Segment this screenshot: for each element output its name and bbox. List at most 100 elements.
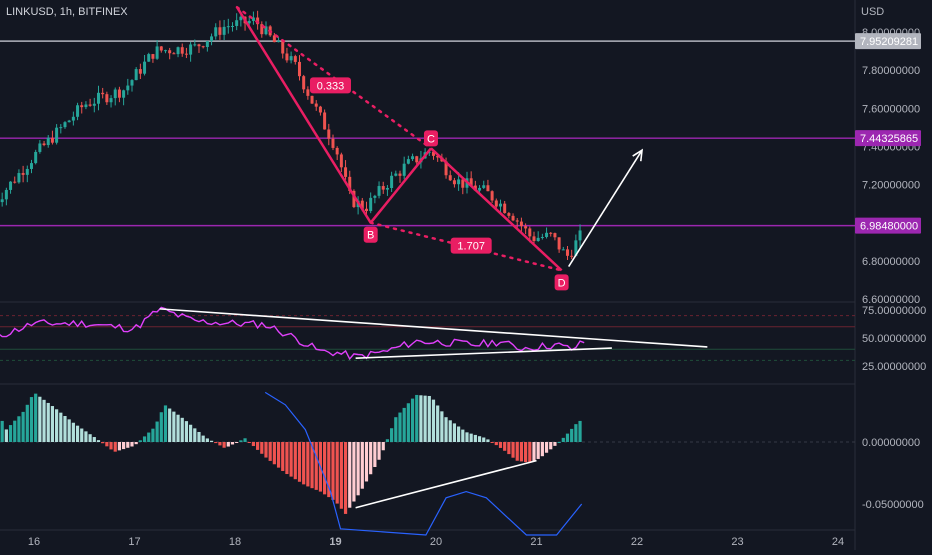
candle-body[interactable] [4,189,8,200]
candle-body[interactable] [364,208,368,212]
macd-histogram-bar[interactable] [343,442,348,514]
macd-histogram-bar[interactable] [239,440,243,442]
macd-histogram-bar[interactable] [394,417,398,442]
macd-histogram-bar[interactable] [306,442,310,487]
macd-histogram-bar[interactable] [214,442,218,444]
candle-body[interactable] [96,92,100,104]
candle-body[interactable] [218,27,222,35]
candle-body[interactable] [172,53,176,55]
macd-histogram-bar[interactable] [281,442,285,471]
candle-body[interactable] [436,155,440,158]
macd-histogram-bar[interactable] [507,442,511,455]
candle-body[interactable] [285,53,289,61]
candle-body[interactable] [293,56,297,62]
candle-body[interactable] [264,26,268,35]
candle-body[interactable] [503,203,507,214]
macd-histogram-bar[interactable] [46,402,50,442]
macd-histogram-bar[interactable] [109,442,113,450]
macd-histogram-bar[interactable] [557,442,561,443]
macd-histogram-bar[interactable] [17,416,21,442]
candle-body[interactable] [561,249,565,251]
candle-body[interactable] [457,179,461,185]
candle-body[interactable] [511,215,515,221]
candle-body[interactable] [310,95,314,104]
candle-body[interactable] [63,122,67,128]
candle-body[interactable] [540,236,544,238]
candle-body[interactable] [390,175,394,189]
candle-body[interactable] [9,181,13,190]
macd-histogram-bar[interactable] [356,442,360,496]
macd-histogram-bar[interactable] [0,420,4,442]
candle-body[interactable] [88,104,92,106]
macd-histogram-bar[interactable] [498,442,503,448]
candle-body[interactable] [272,35,276,43]
candle-body[interactable] [557,237,561,250]
macd-histogram-bar[interactable] [193,428,197,442]
macd-histogram-bar[interactable] [452,423,457,442]
candle-body[interactable] [373,195,377,198]
candle-body[interactable] [247,20,251,24]
candle-body[interactable] [532,236,536,241]
candle-body[interactable] [377,186,381,196]
candle-body[interactable] [126,85,130,91]
candle-body[interactable] [369,197,373,212]
pattern-point-marker-b[interactable]: B [363,226,378,243]
macd-histogram-bar[interactable] [38,396,42,442]
macd-histogram-bar[interactable] [55,409,59,442]
candle-body[interactable] [105,94,109,103]
macd-histogram-bar[interactable] [21,411,25,442]
candle-body[interactable] [318,106,322,113]
macd-histogram-bar[interactable] [578,420,582,442]
macd-histogram-bar[interactable] [243,438,247,442]
candle-body[interactable] [553,233,557,238]
macd-histogram-bar[interactable] [490,442,494,443]
macd-histogram-bar[interactable] [75,425,80,442]
candle-body[interactable] [147,54,151,62]
candle-body[interactable] [498,203,502,207]
candle-body[interactable] [210,36,214,42]
macd-histogram-bar[interactable] [415,394,419,442]
candle-body[interactable] [197,44,201,47]
candle-body[interactable] [431,151,435,156]
macd-histogram-bar[interactable] [511,442,515,458]
candle-body[interactable] [201,46,205,48]
macd-histogram-bar[interactable] [276,442,281,468]
candle-body[interactable] [494,200,498,207]
macd-histogram-bar[interactable] [544,442,549,453]
macd-histogram-bar[interactable] [457,426,461,443]
macd-histogram-bar[interactable] [314,442,318,490]
macd-histogram-bar[interactable] [335,442,339,504]
macd-histogram-bar[interactable] [126,442,130,448]
candle-body[interactable] [117,89,121,98]
macd-histogram-bar[interactable] [71,422,75,442]
pattern-leg-line[interactable] [235,6,372,224]
candle-body[interactable] [184,53,188,55]
candle-body[interactable] [205,41,209,47]
macd-histogram-bar[interactable] [134,442,138,445]
macd-histogram-bar[interactable] [230,442,235,445]
candle-body[interactable] [411,156,415,160]
candle-body[interactable] [565,249,569,256]
macd-histogram-bar[interactable] [570,428,574,442]
candle-body[interactable] [578,230,582,241]
macd-histogram-bar[interactable] [532,442,536,462]
candle-body[interactable] [193,44,197,46]
candle-body[interactable] [302,76,306,90]
macd-histogram-bar[interactable] [235,442,239,443]
candle-body[interactable] [59,127,63,129]
macd-histogram-bar[interactable] [448,420,452,442]
macd-histogram-bar[interactable] [549,442,553,450]
macd-histogram-bar[interactable] [519,442,524,462]
candle-body[interactable] [277,41,281,43]
macd-histogram-bar[interactable] [302,442,306,485]
rsi-trendline[interactable] [355,347,612,359]
candle-body[interactable] [25,168,29,175]
candle-body[interactable] [574,240,578,256]
candle-body[interactable] [251,17,255,21]
macd-histogram-bar[interactable] [385,439,390,442]
macd-histogram-bar[interactable] [327,442,331,498]
candle-body[interactable] [168,50,172,54]
candle-body[interactable] [549,232,553,234]
macd-histogram-bar[interactable] [339,442,343,509]
macd-histogram-bar[interactable] [486,439,490,442]
